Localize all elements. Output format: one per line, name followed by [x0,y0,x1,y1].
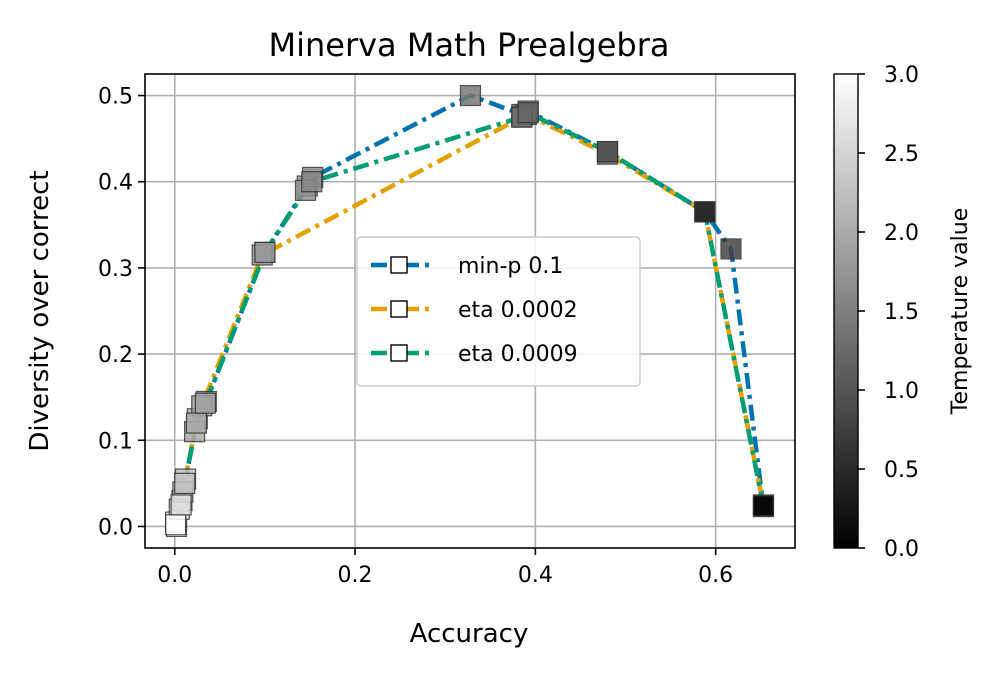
data-point [694,201,716,223]
data-point [194,392,217,414]
y-tick-label: 0.3 [98,257,133,282]
data-point [596,140,619,163]
legend-swatch-marker [390,344,408,362]
colorbar-tick-label: 1.0 [884,379,919,404]
data-point [752,495,775,517]
colorbar-tick-label: 2.0 [884,221,919,246]
x-tick-label: 0.0 [157,563,192,588]
colorbar-gradient [833,73,859,549]
colorbar-tick-label: 1.5 [884,300,919,325]
data-point [185,412,207,434]
colorbar-tick-label: 0.0 [884,537,919,562]
colorbar-tick-label: 2.5 [884,142,919,167]
data-point [170,494,192,516]
data-point [459,84,482,107]
data-point [301,171,323,193]
x-tick-label: 0.2 [338,563,373,588]
legend-label: eta 0.0009 [458,342,578,367]
y-tick-label: 0.0 [98,515,133,540]
y-tick-label: 0.2 [98,343,133,368]
y-axis-ticks: 0.0 0.1 0.2 0.3 0.4 0.5 [98,85,145,540]
legend-swatch-marker [390,256,408,274]
legend: min-p 0.1 eta 0.0002 eta 0.0009 [356,236,641,387]
legend-label: eta 0.0002 [458,298,578,323]
data-point [720,238,742,260]
chart-title: Minerva Math Prealgebra [268,26,669,64]
colorbar-tick-label: 3.0 [884,63,919,88]
y-tick-label: 0.4 [98,171,133,196]
data-point [254,241,276,263]
x-tick-label: 0.4 [518,563,553,588]
x-tick-label: 0.6 [698,563,733,588]
data-point [165,514,187,536]
legend-swatch-marker [390,300,408,318]
plot-frame [144,73,796,549]
legend-label: min-p 0.1 [458,254,563,279]
x-axis-ticks: 0.0 0.2 0.4 0.6 [157,548,733,588]
data-point [517,102,539,124]
colorbar-tick-label: 0.5 [884,458,919,483]
y-axis-label: Diversity over correct [25,170,55,451]
y-tick-label: 0.5 [98,85,133,110]
data-point [174,472,196,494]
colorbar-label: Temperature value [948,208,973,415]
series-markers [165,84,775,538]
x-axis-label: Accuracy [410,619,529,649]
colorbar: 0.0 0.5 1.0 1.5 2.0 2.5 3.0 Temperature value [833,63,973,562]
y-tick-label: 0.1 [98,429,133,454]
legend-frame [356,236,641,387]
